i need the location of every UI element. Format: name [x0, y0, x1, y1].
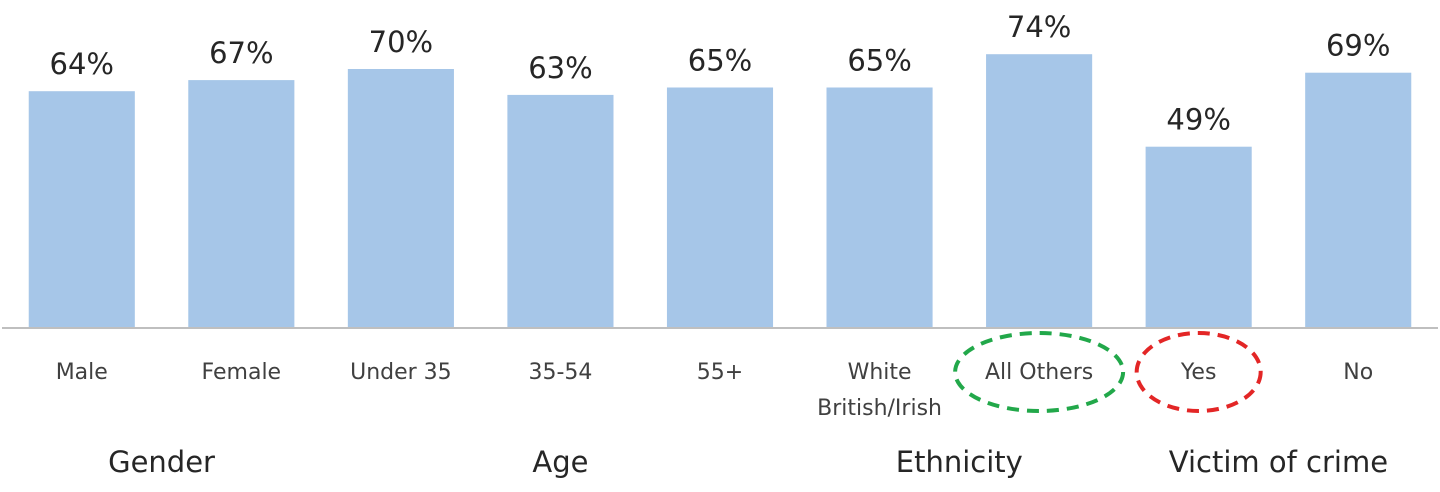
category-labels-layer: Male Female Under 35 35-54 55+ White British/I… — [56, 360, 1373, 421]
category-label-male: Male — [56, 360, 108, 385]
value-label-all-others: 74% — [1007, 10, 1071, 44]
bar-female — [188, 80, 295, 328]
bar-yes — [1145, 146, 1252, 328]
category-label-yes: Yes — [1180, 360, 1217, 385]
value-label-female: 67% — [209, 36, 273, 70]
category-label-no: No — [1343, 360, 1373, 385]
bar-white-british-irish — [826, 87, 933, 328]
category-label-line: British/Irish — [817, 396, 942, 421]
category-label-55: 55+ — [697, 360, 743, 385]
category-label-line: Female — [202, 360, 282, 385]
value-label-male: 64% — [50, 47, 114, 81]
category-label-line: White — [848, 360, 912, 385]
value-label-35-54: 63% — [528, 51, 592, 85]
category-label-line: Yes — [1180, 360, 1217, 385]
category-label-under-35: Under 35 — [350, 360, 452, 385]
category-label-line: 55+ — [697, 360, 743, 385]
category-label-line: No — [1343, 360, 1373, 385]
value-label-no: 69% — [1326, 29, 1390, 63]
bar-under-35 — [347, 69, 454, 328]
category-label-all-others: All Others — [985, 360, 1093, 385]
group-label-age: Age — [532, 445, 588, 479]
highlight-ellipse-all-others — [953, 331, 1126, 413]
bar-no — [1305, 72, 1412, 328]
group-labels-layer: Gender Age Ethnicity Victim of crime — [108, 445, 1388, 479]
value-label-yes: 49% — [1166, 103, 1230, 137]
bar-35-54 — [507, 94, 614, 329]
bar-all-others — [986, 54, 1093, 328]
value-labels-layer: 64% 67% 70% 63% 65% 65% 74% 49% 69% — [50, 10, 1391, 137]
category-label-line: Under 35 — [350, 360, 452, 385]
value-label-55: 65% — [688, 44, 752, 78]
category-label-line: 35-54 — [528, 360, 592, 385]
bars-layer — [28, 54, 1412, 329]
category-label-white-british-irish: White British/Irish — [817, 360, 942, 421]
category-label-35-54: 35-54 — [528, 360, 592, 385]
value-label-under-35: 70% — [369, 25, 433, 59]
highlights-layer — [953, 331, 1263, 413]
group-label-victim-of-crime: Victim of crime — [1169, 445, 1388, 479]
category-label-line: Male — [56, 360, 108, 385]
highlight-ellipse-yes — [1134, 331, 1263, 413]
group-label-ethnicity: Ethnicity — [896, 445, 1023, 479]
value-label-white-british-irish: 65% — [847, 44, 911, 78]
category-label-female: Female — [202, 360, 282, 385]
category-label-line: All Others — [985, 360, 1093, 385]
bar-55 — [666, 87, 774, 328]
bar-male — [28, 91, 135, 328]
group-label-gender: Gender — [108, 445, 215, 479]
